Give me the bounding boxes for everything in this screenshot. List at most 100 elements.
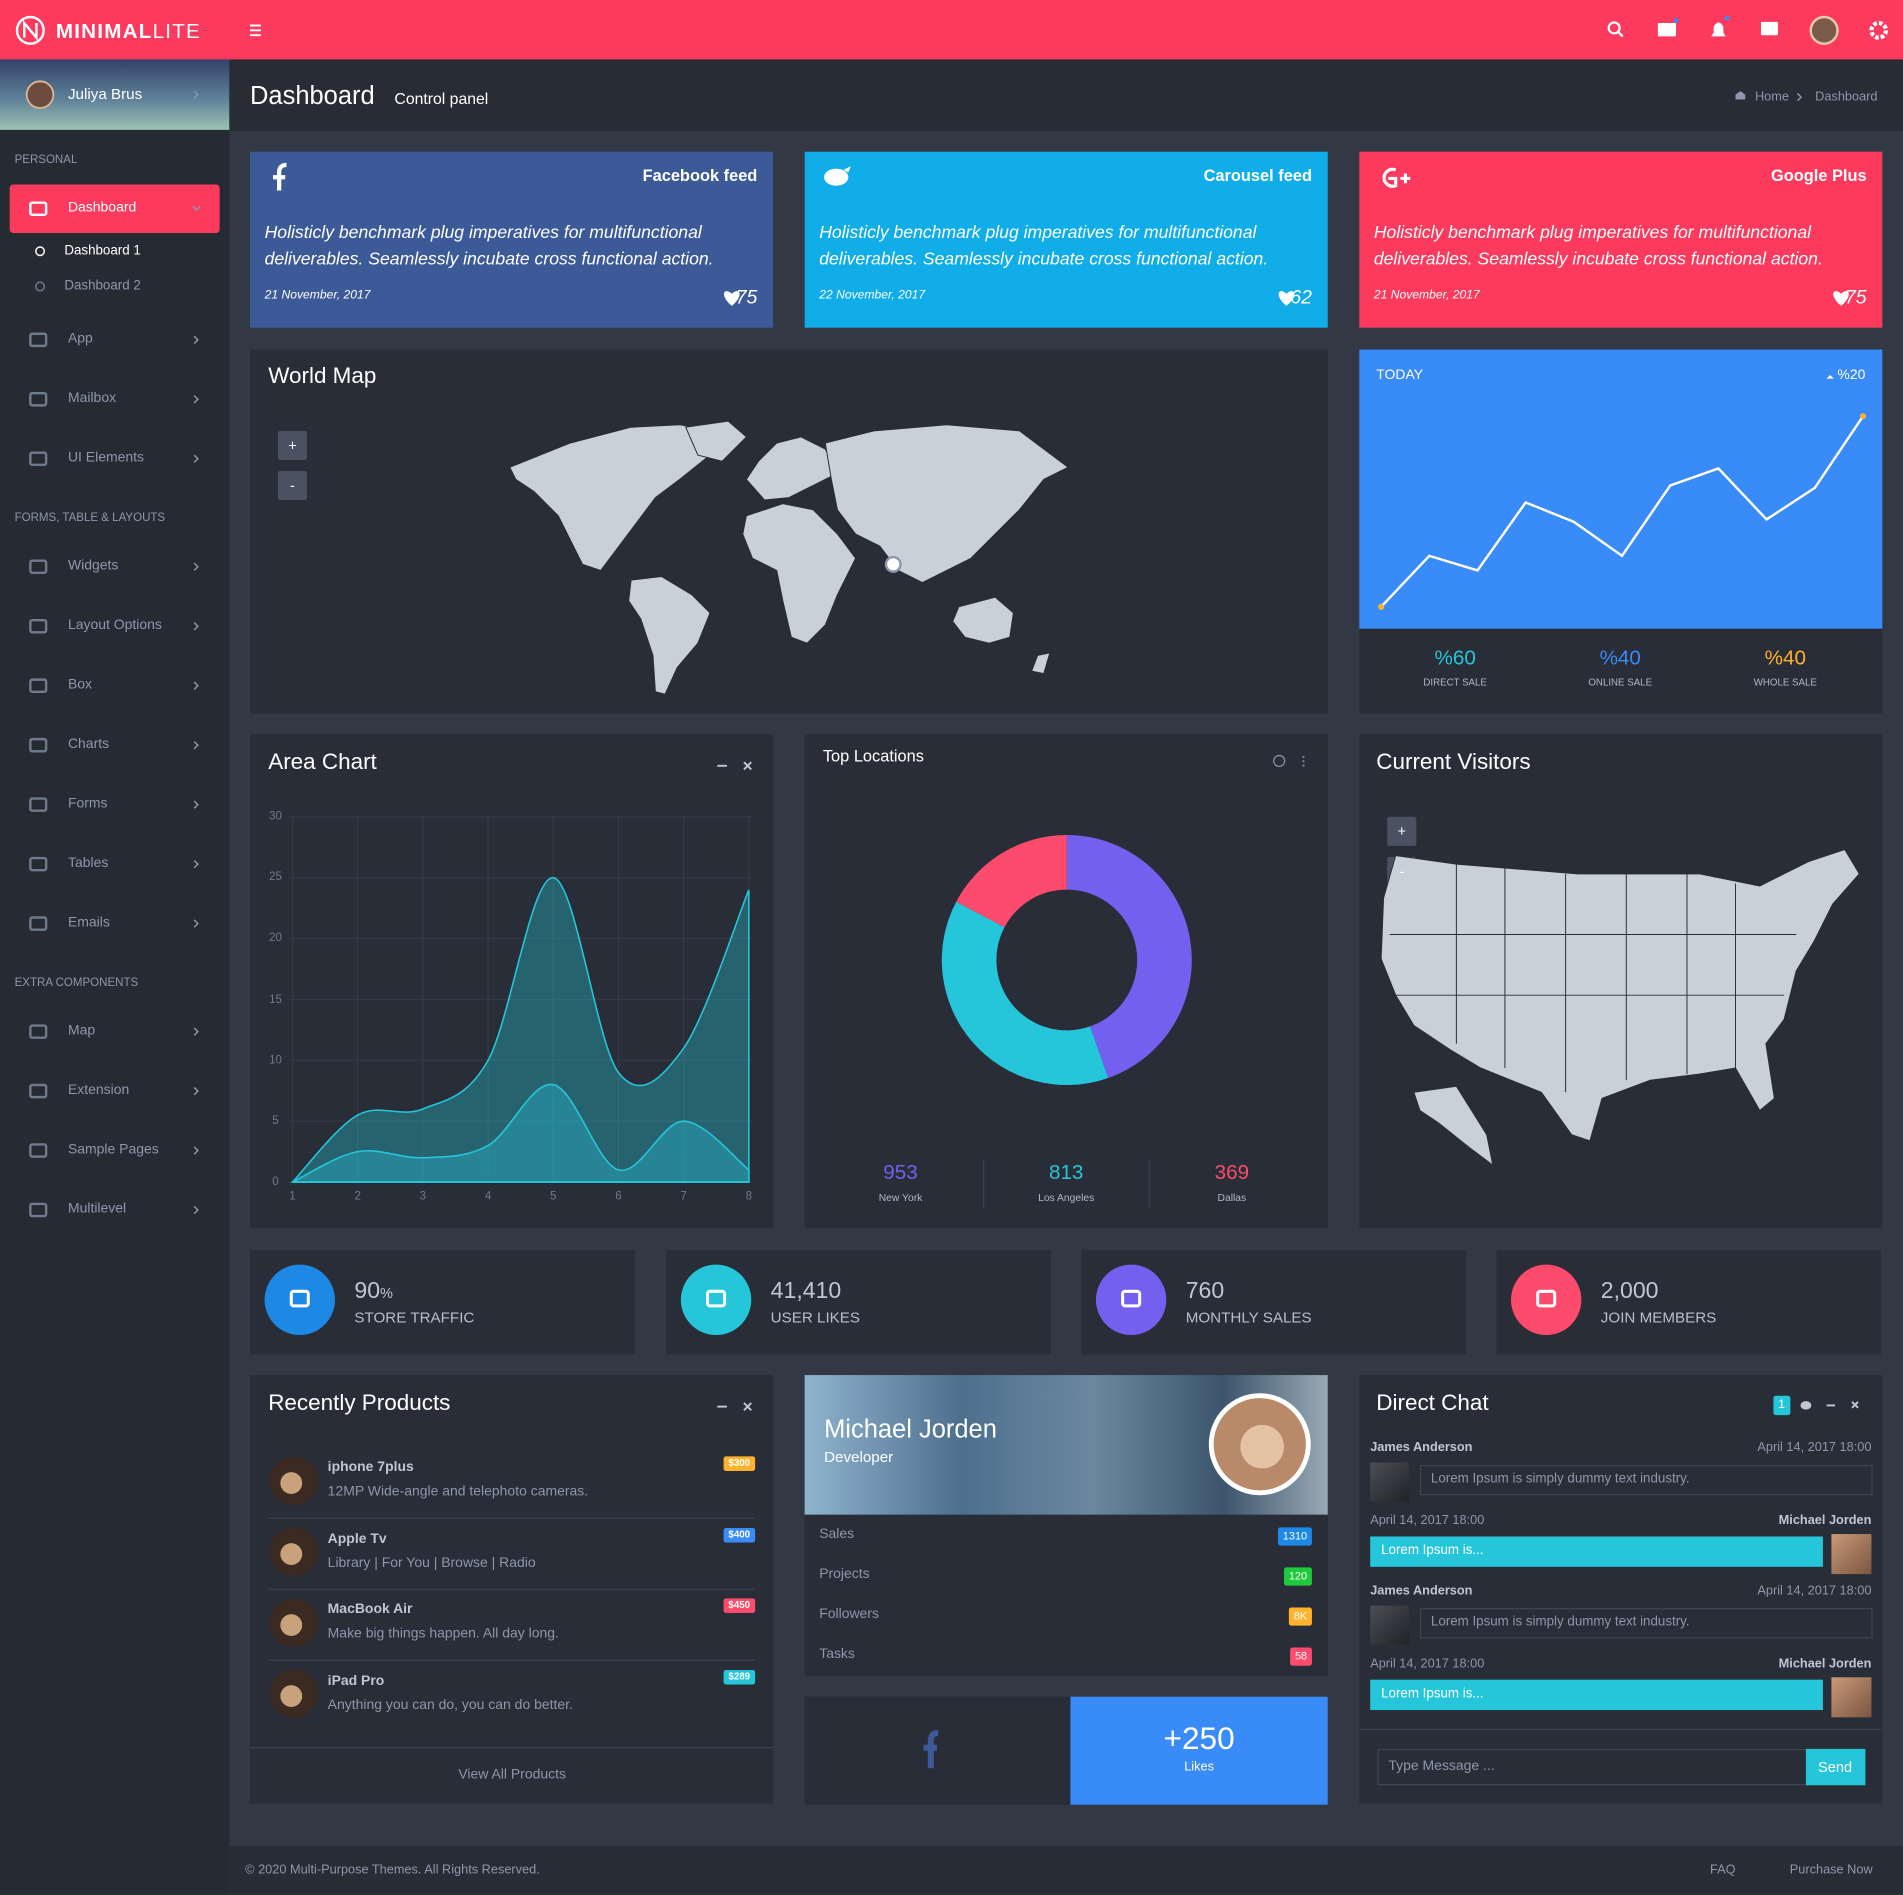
send-button[interactable] — [1805, 1748, 1866, 1786]
menu-item[interactable]: Layout Options — [67, 618, 162, 633]
continent — [685, 420, 748, 462]
menu-item[interactable]: Emails — [67, 915, 110, 930]
page-title: Dashboard — [250, 81, 375, 110]
stat-unit: % — [380, 1284, 393, 1302]
zoom-label[interactable]: + — [288, 436, 297, 454]
menu-item[interactable]: Map — [67, 1023, 96, 1038]
continent — [824, 424, 1069, 584]
menu-item[interactable]: Forms — [67, 796, 108, 812]
stat-icon-bg — [680, 1264, 752, 1336]
menu-icon — [29, 618, 48, 634]
chat-icon — [1800, 1401, 1812, 1410]
stat-icon-bg — [1095, 1264, 1167, 1336]
header-avatar — [1809, 15, 1839, 45]
profile-stat-value: 120 — [1284, 1567, 1312, 1586]
product-name[interactable]: MacBook Air — [327, 1602, 413, 1617]
zoom-button — [1387, 816, 1417, 846]
menu-item[interactable]: Box — [67, 677, 93, 693]
chevron-icon — [193, 741, 199, 750]
menu-item[interactable]: Tables — [67, 855, 109, 871]
submenu-item[interactable]: Dashboard 1 — [64, 243, 141, 258]
breadcrumb-item[interactable]: Home — [1754, 89, 1789, 105]
box-title: Current Visitors — [1376, 748, 1531, 775]
box-title: Top Locations — [822, 746, 924, 765]
product-name[interactable]: iphone 7plus — [327, 1460, 414, 1475]
view-all-link[interactable]: View All Products — [458, 1767, 566, 1782]
product-price: $400 — [723, 1527, 755, 1542]
y-tick-label: 0 — [272, 1175, 279, 1189]
product-name[interactable]: Apple Tv — [327, 1531, 387, 1546]
us-map-shape — [1380, 848, 1860, 1167]
stat-number: 90 — [354, 1278, 381, 1305]
chevron-icon — [193, 800, 199, 809]
profile-avatar-face — [1240, 1424, 1285, 1469]
submenu-item[interactable]: Dashboard 2 — [64, 278, 141, 294]
social-card — [804, 151, 1328, 328]
menu-item[interactable]: Charts — [67, 736, 110, 752]
menu-icon — [29, 201, 48, 217]
card-likes: 62 — [1290, 287, 1312, 309]
gplus-icon — [1382, 167, 1411, 188]
x-tick-label: 3 — [419, 1189, 427, 1204]
card-title: Google Plus — [1770, 166, 1867, 185]
profile-stat-value: 8K — [1288, 1607, 1312, 1626]
chart-title: TODAY — [1376, 368, 1424, 383]
chat-time: April 14, 2017 18:00 — [1370, 1513, 1485, 1528]
legend-label: New York — [878, 1191, 923, 1204]
chevron-icon — [193, 454, 199, 463]
menu-icon — [29, 737, 48, 753]
area-series — [292, 1083, 750, 1183]
menu-item[interactable]: Widgets — [67, 558, 119, 574]
donut-segment — [1066, 834, 1192, 1078]
stat-value: %60 — [1434, 646, 1476, 670]
y-tick-label: 5 — [272, 1114, 279, 1128]
footer-link[interactable]: FAQ — [1710, 1862, 1736, 1878]
y-tick-label: 30 — [269, 809, 282, 824]
chat-time: April 14, 2017 18:00 — [1370, 1656, 1485, 1671]
chevron-icon — [1796, 92, 1803, 102]
stat-value: %40 — [1599, 646, 1641, 670]
chevron-icon — [193, 1027, 199, 1036]
zoom-label[interactable]: - — [290, 476, 295, 494]
menu-item[interactable]: App — [67, 331, 93, 347]
chat-avatar — [1370, 1462, 1410, 1502]
stat-number: 760 — [1185, 1278, 1225, 1305]
menu-item[interactable]: Mailbox — [67, 391, 117, 406]
profile-stat-label: Projects — [819, 1567, 870, 1582]
card-text: Holisticly benchmark plug imperatives fo… — [264, 223, 714, 270]
chevron-icon — [193, 335, 199, 344]
chat-name: James Anderson — [1370, 1583, 1473, 1599]
product-name[interactable]: iPad Pro — [327, 1673, 385, 1688]
menu-item[interactable]: UI Elements — [67, 450, 144, 466]
footer-link[interactable]: Purchase Now — [1789, 1862, 1873, 1878]
stat-label: USER LIKES — [770, 1309, 861, 1327]
legend-label: Dallas — [1217, 1191, 1247, 1204]
heart-icon — [724, 291, 740, 306]
notify-dot — [1673, 18, 1679, 24]
x-tick-label: 6 — [615, 1189, 622, 1204]
line-point — [1378, 603, 1385, 610]
menu-icon — [29, 1024, 48, 1039]
legend-value: 953 — [883, 1160, 918, 1184]
alaska — [1413, 1085, 1494, 1167]
zoom-label[interactable]: + — [1397, 822, 1407, 840]
notify-dot — [1724, 15, 1730, 21]
card-title: Carousel feed — [1203, 166, 1312, 185]
box-title: Recently Products — [268, 1389, 451, 1415]
menu-item[interactable]: Extension — [67, 1082, 130, 1098]
stat-label: JOIN MEMBERS — [1600, 1309, 1717, 1327]
menu-icon — [29, 1083, 48, 1099]
chat-text: Lorem Ipsum is... — [1381, 1543, 1484, 1558]
zoom-label[interactable]: - — [1399, 862, 1405, 880]
chat-avatar — [1370, 1605, 1410, 1645]
message-placeholder: Type Message ... — [1388, 1758, 1495, 1774]
continent — [509, 424, 717, 571]
box-title: World Map — [268, 362, 377, 389]
x-tick-label: 1 — [289, 1189, 296, 1204]
menu-item[interactable]: Sample Pages — [67, 1142, 159, 1157]
breadcrumb-item: Dashboard — [1815, 89, 1878, 105]
chevron-icon — [193, 1205, 199, 1215]
send-label[interactable]: Send — [1818, 1758, 1853, 1776]
menu-item[interactable]: Multilevel — [67, 1201, 127, 1217]
menu-item[interactable]: Dashboard — [67, 200, 137, 216]
